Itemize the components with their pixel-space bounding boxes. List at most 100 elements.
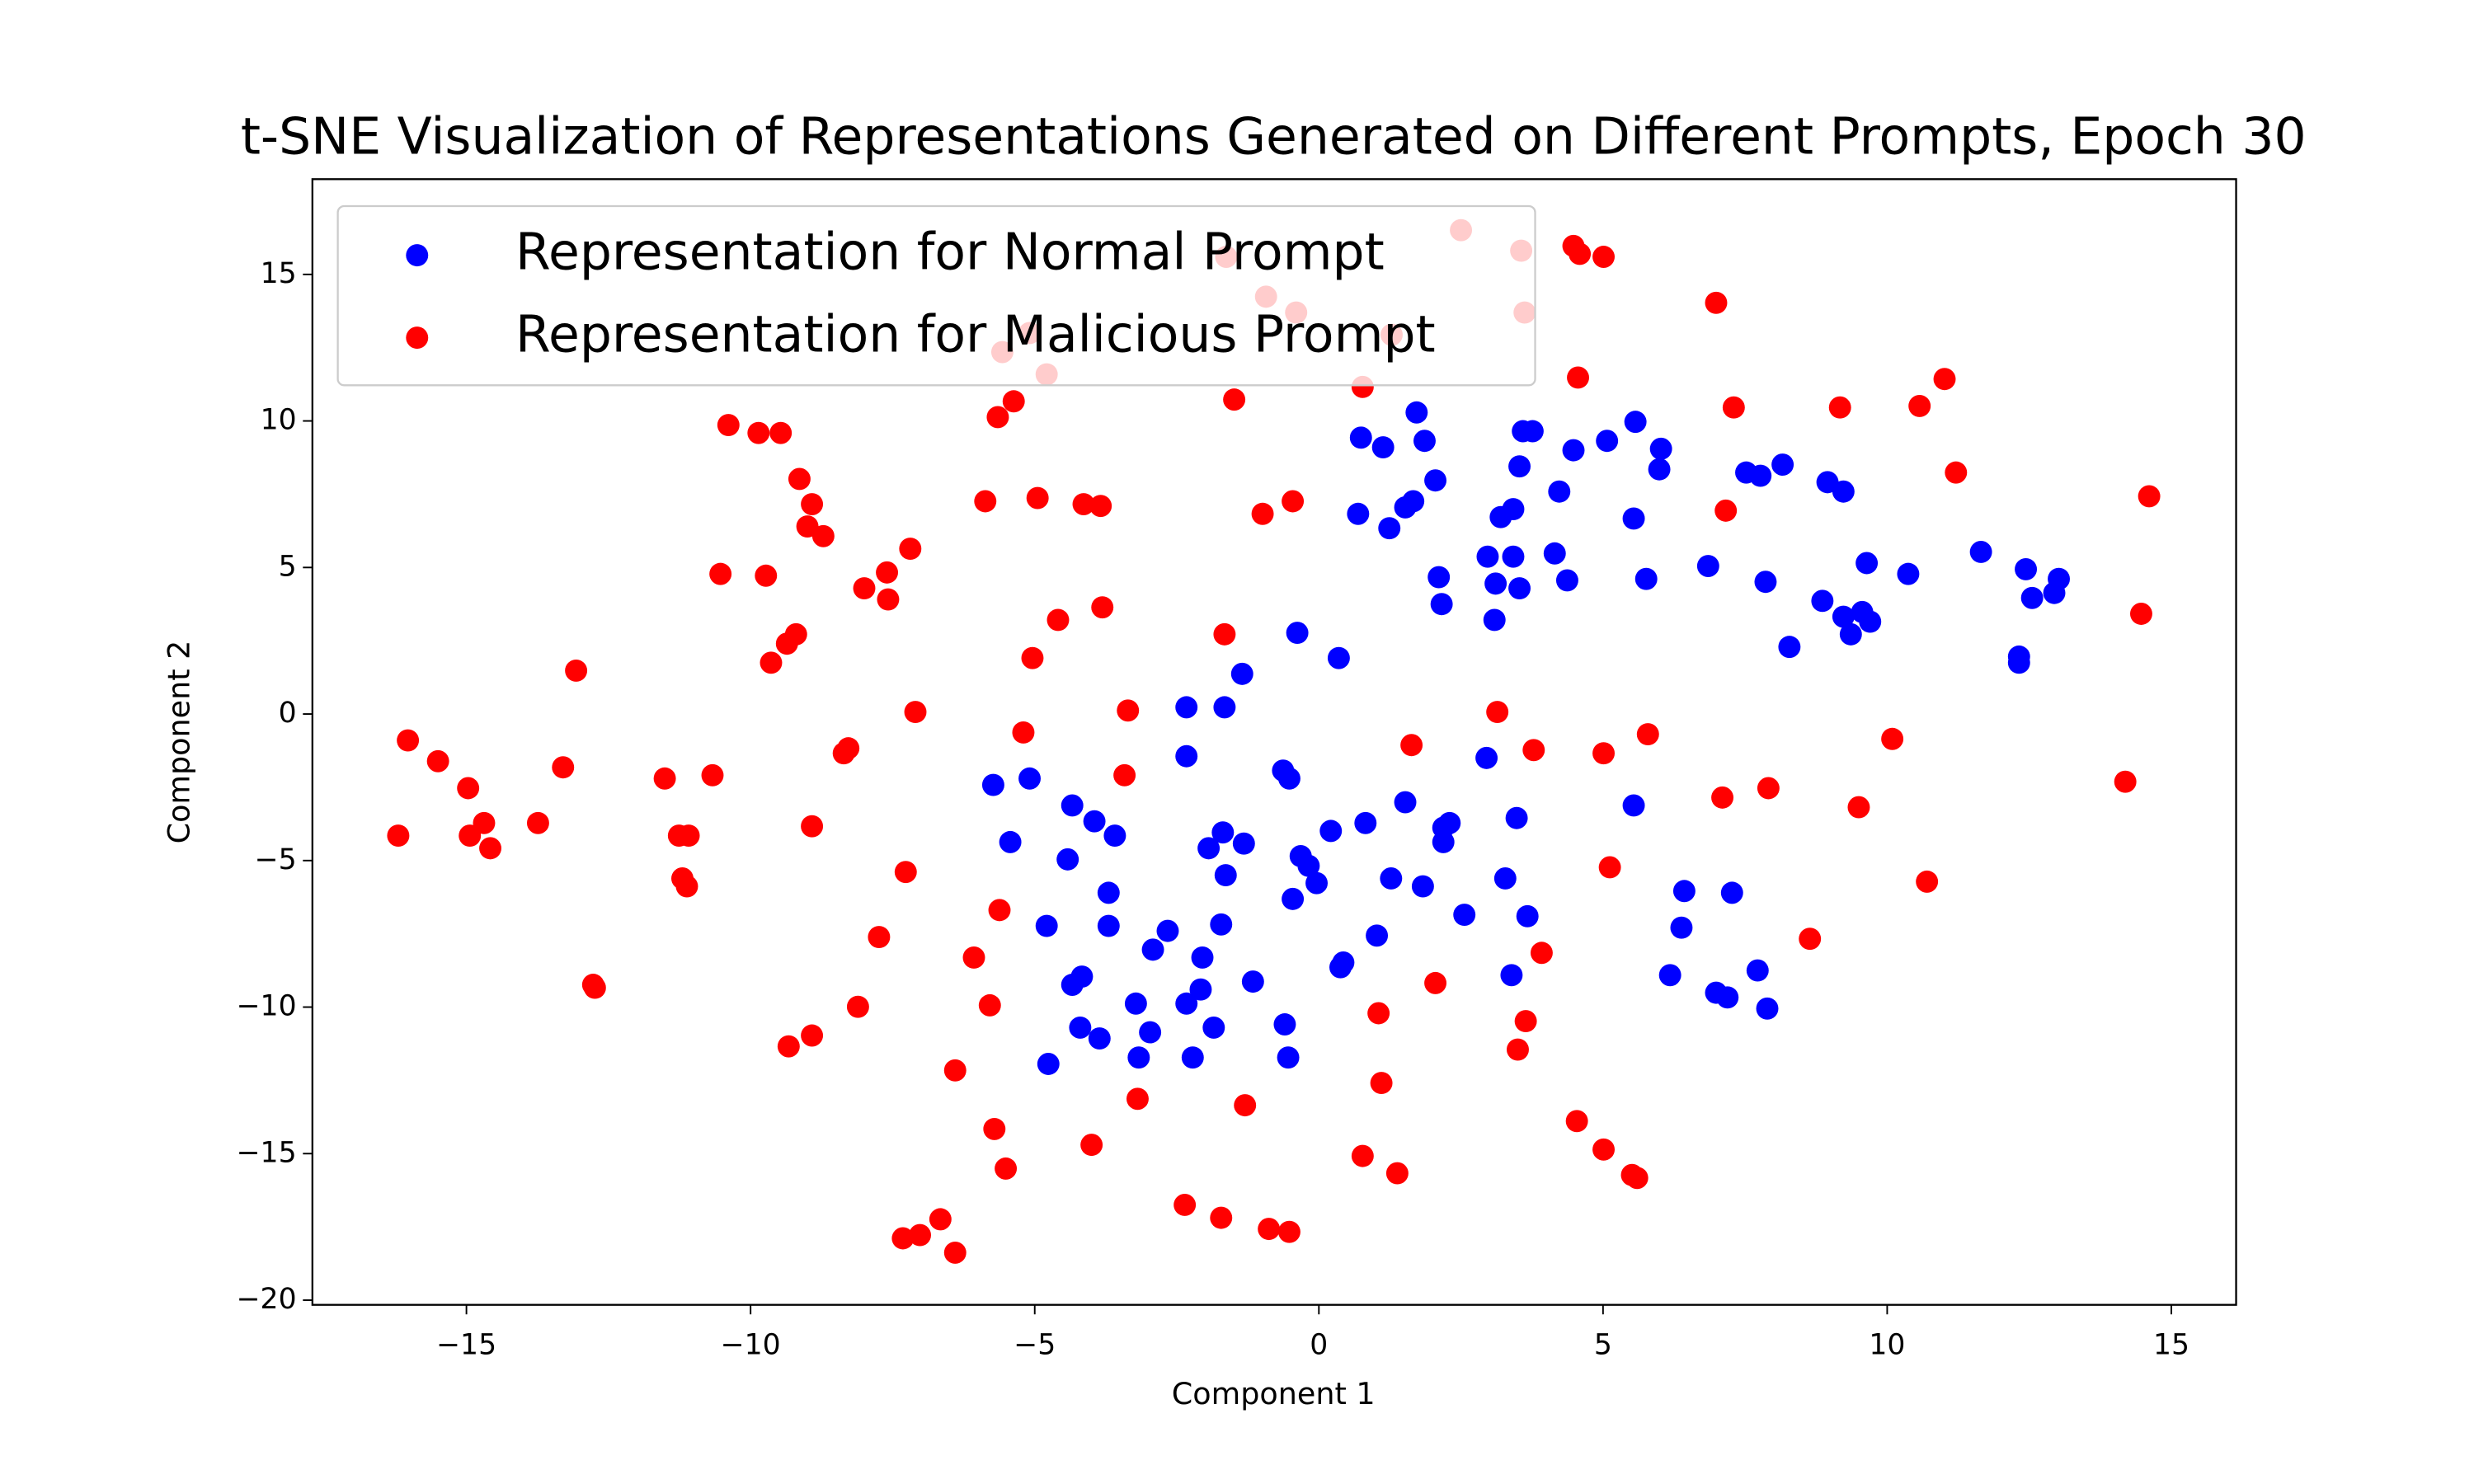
scatter-point <box>1514 1010 1537 1033</box>
scatter-point <box>801 815 824 838</box>
x-tick-label: 15 <box>2153 1329 2189 1362</box>
scatter-point <box>899 538 922 561</box>
y-tick-label: −20 <box>237 1283 297 1316</box>
scatter-point <box>1839 622 1862 646</box>
scatter-point <box>1103 824 1126 848</box>
scatter-point <box>1670 916 1693 939</box>
scatter-point <box>1500 964 1523 987</box>
scatter-point <box>1273 1013 1296 1036</box>
scatter-point <box>769 421 793 444</box>
scatter-point <box>1097 914 1120 937</box>
scatter-point <box>2043 581 2066 604</box>
scatter-point <box>1427 566 1451 589</box>
scatter-point <box>1037 1053 1060 1075</box>
y-tick-label: −10 <box>237 990 297 1023</box>
scatter-point <box>1516 904 1539 928</box>
scatter-point <box>1141 938 1164 961</box>
scatter-point <box>1430 593 1453 616</box>
scatter-point <box>1210 913 1233 936</box>
scatter-point <box>876 561 899 584</box>
scatter-point <box>777 1035 800 1058</box>
legend: Representation for Normal Prompt Represen… <box>336 204 1536 387</box>
x-tick-label: 10 <box>1869 1329 1905 1362</box>
scatter-point <box>943 1241 967 1264</box>
scatter-point <box>1175 696 1198 719</box>
scatter-point <box>1493 867 1517 890</box>
scatter-point <box>1282 887 1305 910</box>
scatter-point <box>1432 830 1455 853</box>
scatter-point <box>1476 545 1499 568</box>
scatter-point <box>1400 734 1423 757</box>
scatter-point <box>1592 1138 1616 1161</box>
scatter-point <box>1026 486 1049 510</box>
scatter-point <box>1475 746 1498 769</box>
scatter-point <box>1424 971 1447 994</box>
y-tick-label: −15 <box>237 1136 297 1169</box>
scatter-point <box>1021 646 1044 669</box>
scatter-point <box>1211 821 1235 844</box>
scatter-point <box>701 763 724 787</box>
scatter-point <box>1411 875 1434 898</box>
scatter-point <box>1069 1016 1092 1039</box>
scatter-point <box>1258 1218 1281 1241</box>
scatter-point <box>1720 881 1743 904</box>
scatter-point <box>1349 426 1372 449</box>
scatter-point <box>1097 881 1120 904</box>
scatter-point <box>1778 636 1801 659</box>
scatter-point <box>986 406 1009 429</box>
scatter-point <box>1565 1110 1588 1133</box>
scatter-point <box>1592 246 1616 268</box>
scatter-point <box>1251 502 1274 525</box>
scatter-point <box>981 773 1004 796</box>
scatter-point <box>868 926 891 949</box>
scatter-point <box>1277 767 1300 790</box>
scatter-point <box>747 421 770 444</box>
scatter-point <box>1543 542 1566 565</box>
scatter-point <box>1056 848 1079 871</box>
scatter-point <box>1354 811 1377 834</box>
scatter-point <box>1113 763 1136 787</box>
plot-frame <box>311 178 2237 1306</box>
scatter-point <box>1530 942 1553 965</box>
scatter-point <box>1832 605 1855 628</box>
scatter-point <box>1061 794 1084 817</box>
scatter-point <box>2015 557 2038 580</box>
scatter-point <box>909 1223 931 1247</box>
scatter-point <box>811 524 835 547</box>
scatter-point <box>846 995 869 1018</box>
scatter-point <box>1191 946 1214 969</box>
scatter-point <box>1230 662 1253 685</box>
scatter-point <box>1483 608 1506 632</box>
scatter-point <box>1277 1046 1300 1069</box>
scatter-point <box>397 729 420 752</box>
scatter-point <box>1672 880 1696 903</box>
scatter-point <box>1897 562 1920 585</box>
scatter-point <box>1213 696 1236 719</box>
scatter-point <box>1210 1206 1233 1229</box>
scatter-point <box>995 1157 1018 1180</box>
scatter-point <box>894 861 917 884</box>
scatter-point <box>1658 964 1681 987</box>
scatter-point <box>653 767 676 790</box>
scatter-point <box>1453 904 1476 927</box>
scatter-point <box>1856 552 1879 575</box>
legend-box <box>336 204 1536 387</box>
scatter-point <box>1277 1220 1300 1243</box>
scatter-point <box>675 875 698 898</box>
legend-marker <box>406 244 429 267</box>
scatter-point <box>1405 401 1428 424</box>
scatter-point <box>1486 701 1509 724</box>
scatter-point <box>717 414 740 437</box>
scatter-point <box>1002 390 1025 413</box>
scatter-point <box>788 467 811 491</box>
scatter-point <box>1088 1027 1111 1050</box>
scatter-point <box>1832 480 1855 503</box>
scatter-point <box>2138 485 2161 508</box>
scatter-point <box>1438 811 1461 834</box>
scatter-point <box>1771 453 1794 477</box>
scatter-point <box>775 632 798 655</box>
scatter-point <box>1508 455 1531 478</box>
x-tick-label: −5 <box>1014 1329 1056 1362</box>
scatter-point <box>473 811 496 834</box>
